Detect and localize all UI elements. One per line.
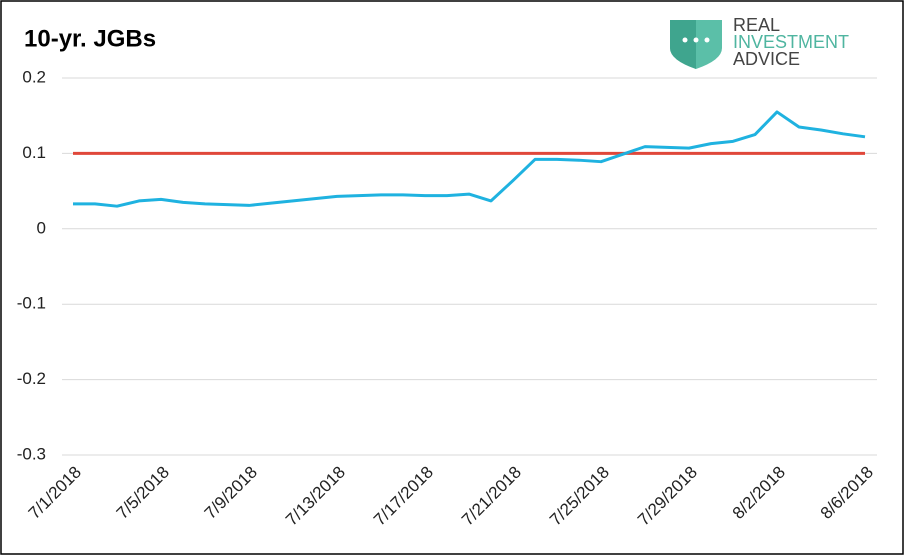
logo-dot bbox=[704, 37, 710, 43]
y-tick-label: 0.1 bbox=[22, 143, 46, 162]
y-tick-label: 0.2 bbox=[22, 67, 46, 86]
logo: REAL INVESTMENT ADVICE bbox=[670, 15, 849, 69]
logo-text: REAL bbox=[733, 15, 780, 35]
y-tick-label: -0.1 bbox=[17, 294, 46, 313]
y-tick-label: 0 bbox=[37, 218, 46, 237]
chart-title: 10-yr. JGBs bbox=[24, 25, 156, 52]
y-tick-label: -0.3 bbox=[17, 444, 46, 463]
logo-shield-shade bbox=[670, 20, 696, 69]
logo-text: ADVICE bbox=[733, 49, 800, 69]
logo-dot bbox=[682, 37, 688, 43]
series-line bbox=[73, 110, 866, 208]
logo-text: INVESTMENT bbox=[733, 32, 849, 52]
y-tick-label: -0.2 bbox=[17, 369, 46, 388]
logo-dot bbox=[693, 37, 699, 43]
